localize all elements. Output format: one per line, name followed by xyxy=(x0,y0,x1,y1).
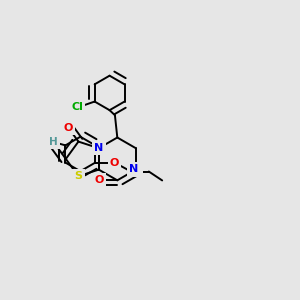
Text: O: O xyxy=(110,158,119,168)
Text: N: N xyxy=(129,164,138,174)
Text: Cl: Cl xyxy=(71,103,83,112)
Text: H: H xyxy=(49,137,58,147)
Text: O: O xyxy=(94,175,104,185)
Text: S: S xyxy=(74,171,83,181)
Text: N: N xyxy=(131,165,140,175)
Text: O: O xyxy=(64,123,73,133)
Text: N: N xyxy=(94,143,104,153)
